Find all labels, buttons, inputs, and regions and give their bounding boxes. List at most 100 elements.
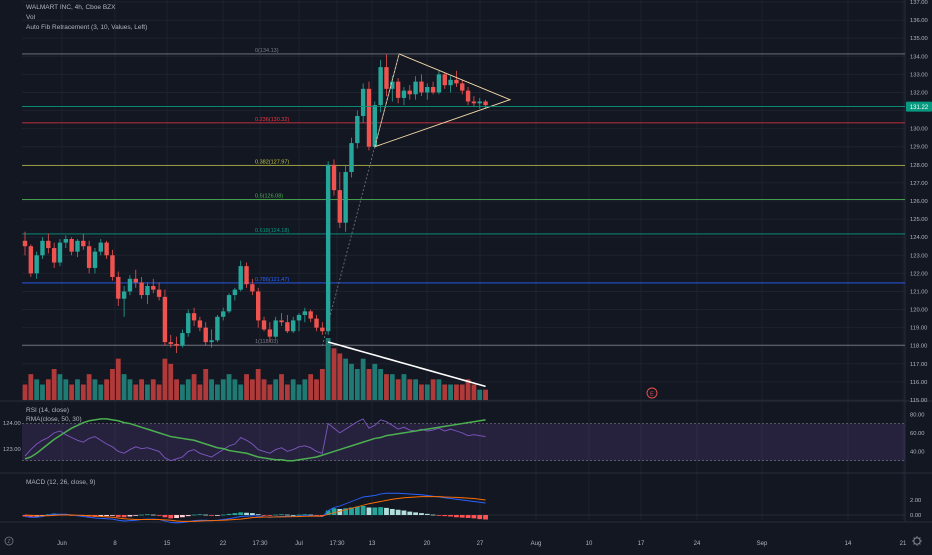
candle-body[interactable] [180, 333, 185, 346]
candle-body[interactable] [279, 320, 284, 323]
volume-bar [465, 379, 471, 400]
price-tick-label: 125.00 [910, 217, 928, 223]
candle-body[interactable] [425, 87, 430, 93]
candle-body[interactable] [355, 115, 360, 144]
candle-body[interactable] [419, 81, 424, 93]
candle-body[interactable] [197, 320, 203, 328]
candle-body[interactable] [349, 143, 354, 173]
candle-body[interactable] [104, 242, 109, 256]
macd-histogram-bar [424, 513, 430, 515]
candle-body[interactable] [366, 88, 372, 147]
candle-body[interactable] [110, 255, 115, 277]
price-badge-text: 131.22 [910, 105, 929, 111]
candle-body[interactable] [401, 90, 407, 98]
gear-icon[interactable] [912, 536, 922, 546]
candle-body[interactable] [191, 313, 197, 321]
candle-body[interactable] [34, 255, 39, 274]
candle-body[interactable] [302, 311, 308, 315]
candle-body[interactable] [296, 314, 302, 321]
candle-body[interactable] [174, 343, 179, 346]
candle-body[interactable] [430, 87, 436, 93]
candle-body[interactable] [22, 240, 28, 247]
candle-body[interactable] [267, 329, 273, 337]
candle-body[interactable] [156, 289, 162, 297]
candle-body[interactable] [390, 81, 395, 89]
candle-body[interactable] [186, 313, 191, 334]
candle-body[interactable] [209, 340, 214, 343]
candle-body[interactable] [139, 282, 144, 296]
candle-body[interactable] [75, 240, 80, 252]
timezone-icon[interactable] [4, 536, 14, 546]
macd-histogram-bar [273, 514, 279, 516]
volume-bar [115, 358, 121, 400]
candle-body[interactable] [81, 240, 86, 247]
macd-histogram-bar [279, 514, 284, 516]
candle-body[interactable] [320, 327, 325, 332]
candle-body[interactable] [133, 278, 138, 283]
candle-body[interactable] [442, 74, 447, 86]
candle-body[interactable] [454, 79, 459, 84]
candle-body[interactable] [92, 251, 98, 268]
candle-body[interactable] [238, 266, 243, 290]
candle-body[interactable] [162, 296, 168, 343]
candle-body[interactable] [57, 242, 63, 263]
candle-body[interactable] [168, 342, 173, 344]
candle-body[interactable] [337, 190, 343, 223]
candle-body[interactable] [145, 286, 150, 296]
candle-body[interactable] [290, 320, 296, 332]
candle-body[interactable] [413, 81, 418, 95]
macd-line [24, 492, 486, 524]
candle-body[interactable] [261, 320, 267, 330]
candle-body[interactable] [215, 316, 220, 341]
volume-bar [483, 389, 488, 400]
volume-bar [197, 384, 203, 400]
candle-body[interactable] [232, 289, 238, 296]
candle-body[interactable] [151, 286, 156, 290]
candle-body[interactable] [460, 83, 465, 91]
candle-body[interactable] [127, 278, 133, 292]
candle-body[interactable] [121, 291, 127, 299]
candle-body[interactable] [63, 238, 69, 243]
candle-body[interactable] [308, 311, 313, 319]
candle-body[interactable] [343, 172, 348, 223]
candle-body[interactable] [314, 318, 319, 328]
candle-body[interactable] [471, 101, 477, 104]
candle-body[interactable] [250, 284, 255, 292]
candle-body[interactable] [360, 88, 366, 116]
candle-body[interactable] [384, 67, 389, 89]
volume-bar [319, 369, 325, 400]
candle-body[interactable] [256, 291, 261, 321]
candle-body[interactable] [407, 90, 412, 95]
candle-body[interactable] [285, 322, 290, 332]
candle-body[interactable] [325, 164, 331, 332]
volume-bar [337, 353, 343, 400]
candle-body[interactable] [395, 81, 401, 98]
candle-body[interactable] [448, 79, 453, 86]
candle-body[interactable] [221, 311, 226, 317]
candle-body[interactable] [244, 266, 249, 285]
candle-body[interactable] [28, 246, 34, 274]
candle-body[interactable] [226, 295, 232, 312]
candle-body[interactable] [116, 276, 121, 299]
volume-bar [121, 374, 127, 400]
candle-body[interactable] [98, 242, 103, 252]
candle-body[interactable] [40, 240, 45, 256]
candle-body[interactable] [86, 246, 92, 268]
earnings-marker-icon[interactable] [646, 387, 658, 399]
candle-body[interactable] [51, 248, 57, 263]
macd-histogram-bar [209, 515, 214, 516]
candle-body[interactable] [483, 101, 488, 106]
candle-body[interactable] [331, 164, 337, 191]
candle-body[interactable] [69, 238, 74, 252]
candle-body[interactable] [477, 101, 482, 104]
candle-body[interactable] [46, 240, 51, 249]
candle-body[interactable] [465, 90, 471, 102]
candle-body[interactable] [372, 105, 377, 147]
candle-body[interactable] [378, 67, 383, 106]
candle-body[interactable] [273, 320, 278, 337]
candle-body[interactable] [203, 327, 208, 343]
volume-bar [69, 384, 75, 400]
candle-body[interactable] [436, 74, 442, 93]
